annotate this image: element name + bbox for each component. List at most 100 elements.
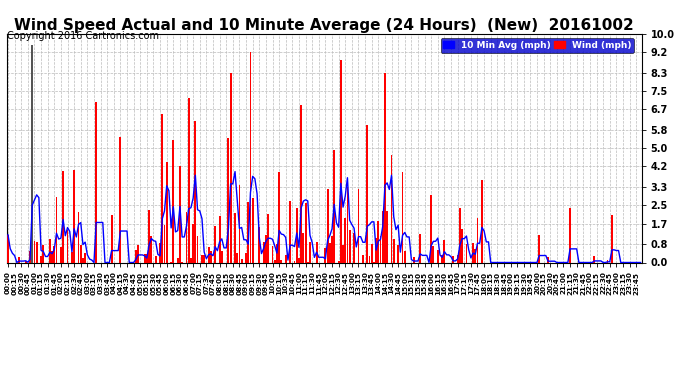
Bar [371, 244, 373, 262]
Bar [150, 236, 152, 262]
Bar [236, 253, 238, 262]
Bar [391, 154, 393, 262]
Bar [31, 45, 33, 262]
Bar [250, 52, 251, 262]
Bar [186, 212, 188, 262]
Bar [366, 124, 368, 262]
Bar [221, 251, 223, 262]
Bar [166, 162, 168, 262]
Bar [433, 246, 434, 262]
Bar [607, 260, 609, 262]
Text: Copyright 2016 Cartronics.com: Copyright 2016 Cartronics.com [7, 32, 159, 41]
Bar [477, 219, 478, 262]
Bar [472, 243, 474, 262]
Bar [337, 261, 339, 262]
Bar [393, 239, 395, 262]
Bar [289, 201, 291, 262]
Bar [267, 214, 269, 262]
Bar [340, 60, 342, 262]
Bar [420, 234, 421, 262]
Bar [386, 211, 388, 262]
Bar [481, 180, 483, 262]
Bar [25, 261, 27, 262]
Bar [42, 244, 44, 262]
Bar [60, 247, 62, 262]
Bar [56, 198, 57, 262]
Bar [397, 244, 399, 262]
Bar [155, 256, 157, 262]
Bar [177, 258, 179, 262]
Bar [344, 218, 346, 262]
Bar [263, 242, 265, 262]
Bar [135, 250, 137, 262]
Bar [164, 225, 166, 262]
Bar [215, 226, 216, 262]
Bar [375, 238, 377, 262]
Bar [346, 188, 348, 262]
Bar [234, 213, 236, 262]
Bar [204, 255, 205, 262]
Bar [190, 258, 192, 262]
Bar [384, 73, 386, 262]
Bar [84, 253, 86, 262]
Bar [466, 244, 467, 262]
Title: Wind Speed Actual and 10 Minute Average (24 Hours)  (New)  20161002: Wind Speed Actual and 10 Minute Average … [14, 18, 634, 33]
Bar [362, 255, 364, 262]
Bar [159, 243, 161, 262]
Bar [62, 171, 64, 262]
Bar [457, 255, 459, 262]
Bar [348, 230, 351, 262]
Bar [294, 261, 295, 262]
Bar [298, 258, 300, 262]
Bar [296, 209, 297, 262]
Bar [239, 185, 240, 262]
Bar [474, 249, 476, 262]
Bar [188, 98, 190, 262]
Bar [547, 257, 549, 262]
Bar [315, 242, 317, 262]
Bar [380, 236, 382, 262]
Bar [29, 252, 31, 262]
Bar [230, 72, 232, 262]
Bar [36, 242, 37, 262]
Bar [119, 136, 121, 262]
Bar [95, 102, 97, 262]
Bar [326, 189, 328, 262]
Bar [208, 247, 210, 262]
Bar [302, 233, 304, 262]
Bar [161, 114, 164, 262]
Bar [444, 240, 445, 262]
Bar [210, 251, 212, 262]
Bar [329, 243, 331, 262]
Bar [219, 216, 221, 262]
Bar [357, 189, 359, 262]
Bar [431, 195, 432, 262]
Bar [53, 246, 55, 262]
Bar [66, 230, 68, 262]
Bar [459, 208, 461, 262]
Bar [241, 259, 243, 262]
Bar [437, 250, 439, 262]
Bar [144, 254, 146, 262]
Bar [304, 203, 306, 262]
Bar [331, 236, 333, 262]
Bar [324, 248, 326, 262]
Bar [49, 239, 51, 262]
Bar [201, 255, 203, 262]
Bar [461, 230, 463, 262]
Bar [18, 257, 20, 262]
Bar [278, 172, 280, 262]
Bar [377, 221, 380, 262]
Bar [146, 254, 148, 262]
Bar [611, 214, 613, 262]
Bar [593, 256, 595, 262]
Bar [82, 258, 84, 262]
Bar [80, 245, 81, 262]
Bar [228, 138, 229, 262]
Bar [73, 171, 75, 262]
Bar [77, 212, 79, 262]
Bar [368, 256, 371, 262]
Bar [442, 255, 443, 262]
Bar [252, 198, 254, 262]
Bar [137, 244, 139, 262]
